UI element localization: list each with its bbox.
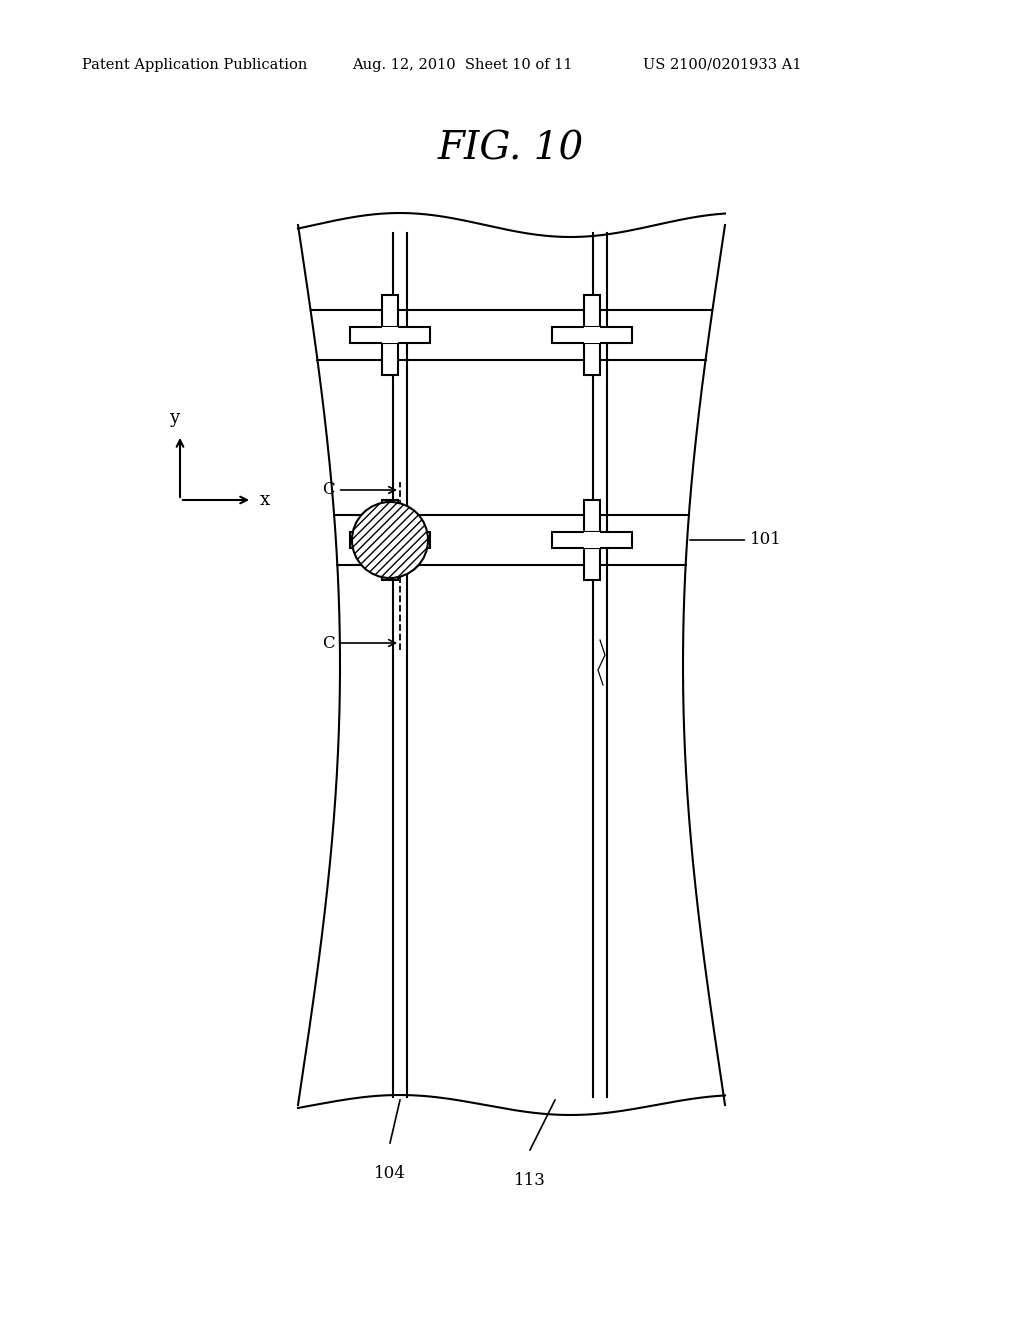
- Text: y: y: [169, 409, 179, 426]
- Text: 101: 101: [690, 532, 782, 549]
- Bar: [382, 500, 398, 579]
- Text: Patent Application Publication: Patent Application Publication: [82, 58, 307, 73]
- Bar: [584, 327, 600, 343]
- Bar: [350, 327, 430, 343]
- Text: 104: 104: [374, 1166, 406, 1181]
- Text: Aug. 12, 2010  Sheet 10 of 11: Aug. 12, 2010 Sheet 10 of 11: [352, 58, 572, 73]
- Text: 113: 113: [514, 1172, 546, 1189]
- Bar: [552, 327, 632, 343]
- Bar: [350, 532, 430, 548]
- Text: FIG. 10: FIG. 10: [438, 129, 584, 168]
- Bar: [584, 294, 600, 375]
- Bar: [382, 294, 398, 375]
- Circle shape: [352, 502, 428, 578]
- Bar: [584, 532, 600, 548]
- Bar: [382, 327, 398, 343]
- Bar: [382, 532, 398, 548]
- Text: C: C: [323, 482, 395, 499]
- Bar: [584, 500, 600, 579]
- Bar: [552, 532, 632, 548]
- Text: x: x: [260, 491, 270, 510]
- Text: C: C: [323, 635, 395, 652]
- Text: US 2100/0201933 A1: US 2100/0201933 A1: [643, 58, 802, 73]
